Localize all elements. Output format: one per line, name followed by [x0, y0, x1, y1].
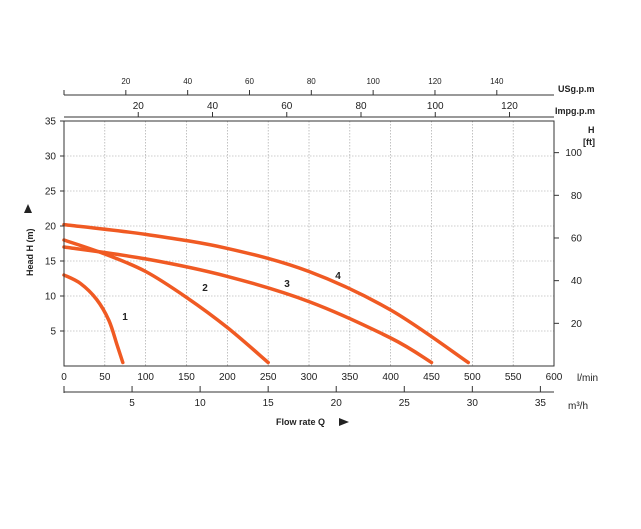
x-tick-label: 150: [178, 372, 195, 383]
x-axis-arrow-icon: [339, 418, 349, 426]
x-tick-label: 50: [99, 372, 111, 383]
impgpm-tick-label: 60: [281, 101, 293, 112]
impgpm-tick-label: 80: [355, 101, 367, 112]
y-tick-label: 15: [45, 257, 57, 268]
usgpm-tick-label: 100: [366, 77, 380, 86]
m3h-tick-label: 35: [535, 398, 547, 409]
ft-tick-label: 80: [571, 191, 583, 202]
impgpm-unit: Impg.p.m: [555, 106, 595, 116]
x-tick-label: 550: [505, 372, 522, 383]
plot-frame: [63, 120, 555, 367]
x-tick-label: 450: [423, 372, 440, 383]
usgpm-tick-label: 40: [183, 77, 192, 86]
curve-label-1: 1: [122, 312, 128, 323]
curve-label-2: 2: [202, 283, 208, 294]
curve-label-4: 4: [335, 271, 341, 282]
y-tick-label: 20: [45, 222, 57, 233]
impgpm-tick-label: 40: [207, 101, 219, 112]
y-tick-label: 35: [45, 117, 57, 128]
usgpm-tick-label: 20: [121, 77, 130, 86]
y-tick-label: 5: [50, 327, 56, 338]
x-tick-label: 350: [341, 372, 358, 383]
ft-tick-label: 40: [571, 276, 583, 287]
y-axis-arrow-icon: [24, 204, 32, 213]
usgpm-tick-label: 60: [245, 77, 254, 86]
x-tick-label: 0: [61, 372, 67, 383]
x-tick-label: 300: [301, 372, 318, 383]
ft-tick-label: 20: [571, 319, 583, 330]
m3h-unit: m³/h: [568, 401, 588, 412]
usgpm-tick-label: 140: [490, 77, 504, 86]
impgpm-tick-label: 100: [427, 101, 444, 112]
usgpm-tick-label: 80: [307, 77, 316, 86]
m3h-tick-label: 15: [263, 398, 275, 409]
m3h-tick-label: 5: [129, 398, 135, 409]
impgpm-tick-label: 120: [501, 101, 518, 112]
x-tick-label: 400: [382, 372, 399, 383]
m3h-tick-label: 20: [331, 398, 343, 409]
x-tick-label: 500: [464, 372, 481, 383]
ft-axis-unit: [ft]: [583, 137, 595, 147]
ft-axis-title: H: [588, 125, 595, 135]
x-tick-label: 250: [260, 372, 277, 383]
ft-tick-label: 100: [565, 148, 582, 159]
x-tick-label: 600: [546, 372, 563, 383]
m3h-tick-label: 25: [399, 398, 411, 409]
curve-3: [62, 245, 434, 365]
l-min-unit: l/min: [577, 373, 598, 384]
m3h-tick-label: 30: [467, 398, 479, 409]
usgpm-unit: USg.p.m: [558, 84, 595, 94]
x-tick-label: 200: [219, 372, 236, 383]
y-axis-title: Head H (m): [25, 228, 35, 276]
y-tick-label: 30: [45, 152, 57, 163]
curve-label-3: 3: [284, 279, 290, 290]
curve-4: [62, 222, 470, 365]
usgpm-tick-label: 120: [428, 77, 442, 86]
curve-2: [62, 238, 270, 365]
curve-1: [62, 273, 125, 365]
impgpm-tick-label: 20: [133, 101, 145, 112]
m3h-tick-label: 10: [195, 398, 207, 409]
x-axis-title: Flow rate Q: [276, 417, 325, 427]
y-tick-label: 25: [45, 187, 57, 198]
y-tick-label: 10: [45, 292, 57, 303]
x-tick-label: 100: [137, 372, 154, 383]
ft-tick-label: 60: [571, 233, 583, 244]
